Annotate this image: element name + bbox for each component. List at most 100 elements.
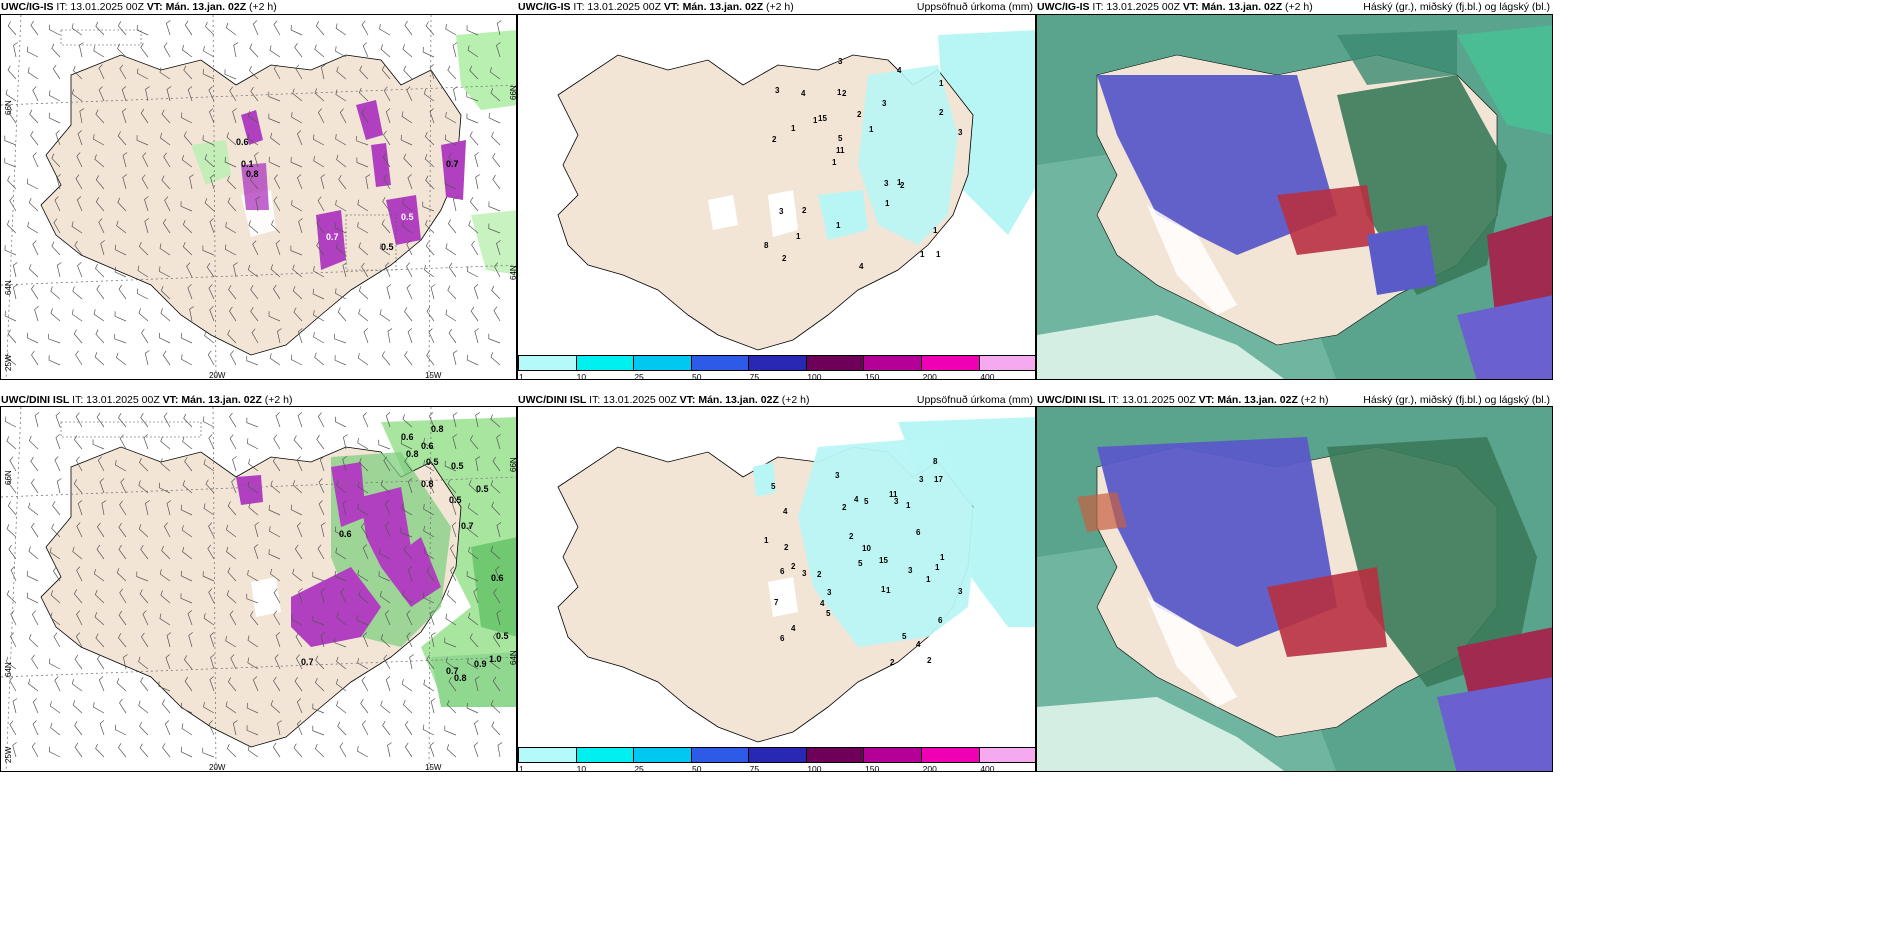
wind-barb — [312, 615, 325, 626]
wind-barb — [467, 503, 479, 516]
wind-barb — [428, 478, 435, 494]
wind-barb — [226, 546, 237, 560]
legend-tick: 400 — [980, 764, 995, 772]
wind-barb — [73, 435, 83, 450]
wind-barb — [117, 633, 127, 648]
lead-time: (+2 h) — [1297, 394, 1329, 406]
wind-barb — [404, 351, 413, 366]
wind-barb — [335, 134, 347, 146]
wind-barb — [7, 501, 17, 516]
wind-barb — [401, 503, 413, 516]
wind-barb — [473, 742, 479, 758]
wind-barb — [466, 25, 479, 36]
wind-barb — [268, 311, 281, 322]
wind-barb — [335, 23, 347, 36]
wind-barb — [227, 567, 237, 582]
lead-time: (+2 h) — [763, 1, 794, 13]
wind-barb — [116, 220, 127, 234]
wind-barb — [360, 522, 369, 538]
wind-barb — [488, 201, 501, 212]
wind-barb — [475, 412, 480, 428]
wind-barb — [233, 262, 238, 278]
wind-barb — [290, 504, 303, 516]
legend-tick: 200 — [922, 372, 937, 380]
wind-barb — [72, 546, 83, 560]
wind-barb — [273, 196, 281, 212]
wind-barb — [53, 218, 61, 234]
wind-barb — [357, 437, 369, 450]
wind-barb — [401, 679, 413, 692]
wind-barb — [492, 456, 501, 472]
wind-barb — [403, 153, 413, 168]
wind-barb — [361, 108, 369, 124]
wind-barb — [297, 412, 303, 428]
wind-barb — [424, 131, 435, 146]
wind-barb — [312, 703, 325, 714]
legend-swatch — [519, 356, 577, 370]
wind-barb — [473, 284, 479, 300]
wind-barb — [406, 632, 413, 648]
wind-barb — [381, 219, 391, 234]
wind-barb — [494, 262, 501, 278]
wind-barb — [202, 68, 215, 80]
wind-barb — [30, 20, 39, 36]
wind-barb — [101, 500, 107, 516]
accum-value: 2 — [817, 570, 822, 579]
accum-value: 3 — [835, 471, 840, 480]
wind-barb — [13, 42, 18, 58]
wind-barb — [98, 64, 105, 80]
wind-barb — [272, 742, 281, 758]
wind-barb — [9, 632, 17, 648]
wind-barb — [295, 632, 303, 648]
wind-barb — [445, 309, 457, 322]
wind-barb — [182, 241, 193, 256]
legend-swatch — [806, 356, 865, 370]
wind-barb — [475, 456, 481, 472]
wind-barb — [180, 504, 193, 516]
wind-barb — [8, 108, 17, 124]
accum-value: 3 — [908, 566, 913, 575]
precip-area — [456, 30, 516, 110]
accum-value: 1 — [936, 250, 941, 259]
wind-barb — [117, 21, 127, 36]
wind-barb — [30, 131, 39, 146]
wind-barb — [317, 544, 325, 560]
precip-value-label: 0.7 — [301, 657, 314, 667]
wind-barb — [144, 196, 149, 212]
wind-barb — [95, 109, 105, 124]
accum-value: 3 — [958, 128, 963, 137]
wind-barb — [402, 44, 413, 58]
wind-barb — [73, 589, 83, 604]
wind-barb — [361, 676, 369, 692]
wind-barb — [227, 501, 237, 516]
wind-barb — [426, 654, 435, 670]
wind-barb — [56, 478, 62, 494]
wind-barb — [490, 88, 501, 102]
wind-barb — [100, 240, 105, 256]
accum-value: 2 — [784, 543, 789, 552]
legend-tick: 200 — [922, 764, 937, 772]
wind-barb — [451, 522, 457, 538]
accum-value: 3 — [827, 588, 832, 597]
precip-value-label: 0.5 — [401, 212, 414, 222]
valid-time: VT: Mán. 13.jan. 02Z — [663, 1, 764, 13]
wind-barb — [75, 412, 83, 428]
wind-barb — [56, 262, 62, 278]
wind-barb — [492, 153, 501, 168]
accum-value: 8 — [933, 457, 938, 466]
wind-barb — [404, 720, 413, 736]
precip-value-label: 0.6 — [491, 573, 504, 583]
wind-barb — [31, 742, 39, 758]
accum-value: 5 — [838, 134, 843, 143]
map-panel-ig-accum: 1 2 1 1 3 2 1 2 3 15 8 1 2 1 2 3 3 3 3 2 11 1 5 4 4 2 1 1 1 4 1 1 1 1 10 2… — [517, 14, 1036, 380]
precip-value-label: 0.1 — [241, 159, 254, 169]
wind-barb — [430, 698, 436, 714]
wind-barb — [252, 676, 259, 692]
wind-barb — [268, 504, 281, 516]
wind-barb — [116, 568, 127, 582]
wind-barb — [426, 306, 435, 322]
wind-barb — [471, 240, 479, 256]
legend-swatch — [864, 748, 922, 762]
wind-barb — [32, 720, 39, 736]
wind-barb — [423, 437, 435, 450]
